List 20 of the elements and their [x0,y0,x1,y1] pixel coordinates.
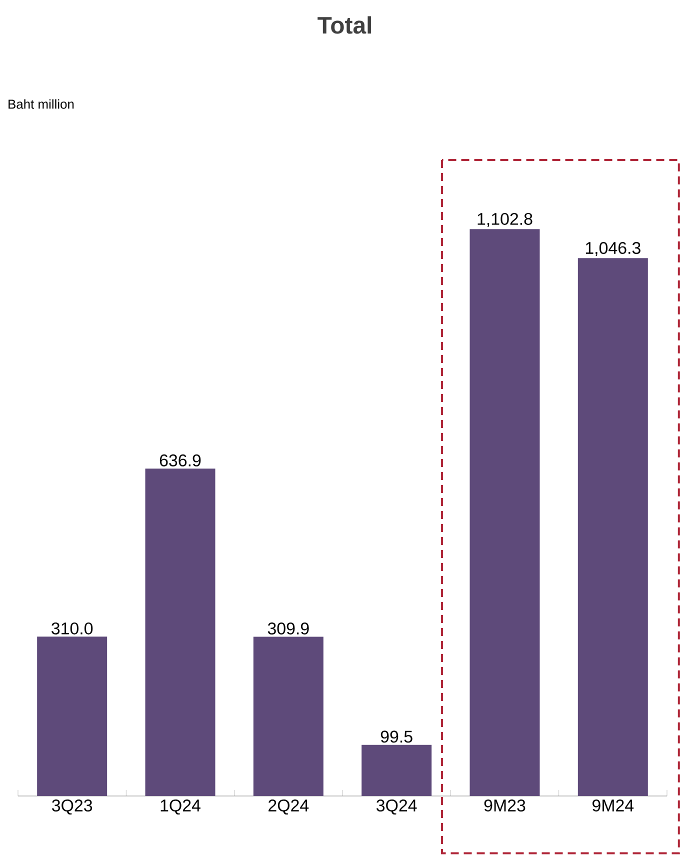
x-tick-label: 9M24 [592,800,634,812]
bar [362,744,432,796]
x-tick-label: 1Q24 [160,800,200,815]
bar [578,258,648,796]
x-tick-label: 2Q24 [268,800,309,815]
bar [145,468,216,796]
x-tick-label: 9M23 [484,800,526,812]
bar [470,229,540,796]
bar [37,636,108,796]
chart-title: Total [318,16,371,34]
data-label: 1,102.8 [478,212,532,227]
data-label: 636.9 [160,454,201,466]
bar [253,636,324,796]
text: Baht million [8,99,74,109]
x-tick-label: 3Q24 [376,800,417,815]
data-label: 99.5 [380,730,412,743]
data-label: 309.9 [268,622,309,635]
data-label: 310.0 [52,622,93,634]
data-label: 1,046.3 [586,242,640,256]
x-tick-label: 3Q23 [52,800,92,815]
